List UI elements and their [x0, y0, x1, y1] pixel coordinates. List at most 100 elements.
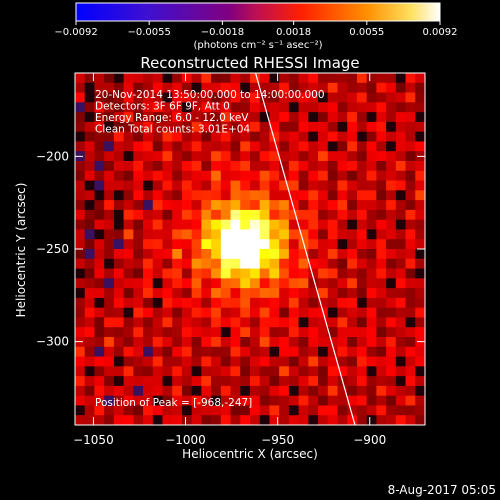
heatmap-cell [94, 239, 105, 250]
heatmap-cell [250, 249, 261, 260]
heatmap-cell [337, 170, 348, 182]
heatmap-cell [308, 92, 319, 103]
heatmap-cell [250, 385, 261, 397]
heatmap-cell [94, 151, 105, 162]
heatmap-cell [269, 219, 280, 231]
heatmap-cell [191, 385, 202, 397]
heatmap-cell [191, 219, 202, 231]
heatmap-cell [181, 102, 193, 113]
heatmap-cell [405, 337, 416, 348]
heatmap-cell [288, 356, 300, 367]
heatmap-cell [104, 151, 115, 162]
heatmap-cell [84, 161, 96, 172]
heatmap-cell [318, 112, 329, 123]
heatmap-cell [230, 278, 241, 289]
heatmap-cell [211, 219, 222, 231]
heatmap-cell [113, 317, 125, 328]
heatmap-cell [191, 249, 202, 260]
heatmap-cell [415, 307, 425, 319]
heatmap-cell [318, 209, 329, 221]
heatmap-cell [415, 131, 425, 143]
heatmap-cell [376, 170, 387, 182]
heatmap-cell [75, 366, 86, 377]
heatmap-cell [133, 337, 144, 348]
heatmap-cell [94, 190, 105, 201]
heatmap-cell [386, 297, 397, 309]
heatmap-cell [366, 180, 377, 191]
colorbar-tick-label: 0.0092 [423, 27, 458, 38]
heatmap-cell [113, 366, 125, 377]
heatmap-cell [201, 317, 212, 328]
heatmap-cell [298, 209, 309, 221]
heatmap-cell [143, 190, 154, 201]
heatmap-cell [250, 327, 261, 338]
heatmap-cell [298, 346, 309, 358]
heatmap-cell [133, 180, 144, 191]
heatmap-cell [240, 151, 251, 162]
heatmap-cell [250, 92, 261, 103]
heatmap-cell [288, 161, 300, 172]
heatmap-cell [366, 161, 377, 172]
heatmap-cell [152, 356, 164, 367]
heatmap-cell [75, 297, 86, 309]
heatmap-cell [250, 317, 261, 328]
heatmap-cell [347, 337, 358, 348]
heatmap-cell [415, 366, 425, 377]
heatmap-cell [279, 219, 290, 231]
heatmap-cell [405, 395, 416, 407]
heatmap-cell [123, 307, 134, 319]
heatmap-cell [162, 268, 173, 279]
heatmap-cell [366, 415, 377, 425]
heatmap-cell [269, 405, 280, 416]
heatmap-cell [104, 102, 115, 113]
heatmap-cell [230, 395, 241, 407]
heatmap-cell [366, 385, 377, 397]
heatmap-cell [75, 112, 86, 123]
heatmap-cell [230, 249, 241, 260]
heatmap-cell [327, 112, 339, 123]
heatmap-cell [279, 258, 290, 270]
heatmap-cell [337, 258, 348, 270]
heatmap-cell [191, 268, 202, 279]
heatmap-cell [337, 249, 348, 260]
heatmap-cell [415, 161, 425, 172]
heatmap-cell [288, 268, 300, 279]
heatmap-cell [220, 405, 232, 416]
heatmap-cell [288, 249, 300, 260]
heatmap-cell [308, 239, 319, 250]
heatmap-cell [181, 249, 193, 260]
heatmap-cell [191, 288, 202, 299]
heatmap-cell [230, 356, 241, 367]
heatmap-cell [123, 405, 134, 416]
heatmap-cell [104, 180, 115, 191]
heatmap-cell [104, 239, 115, 250]
heatmap-cell [113, 258, 125, 270]
heatmap-cell [347, 131, 358, 143]
heatmap-cell [123, 297, 134, 309]
heatmap-cell [288, 102, 300, 113]
heatmap-cell [356, 258, 368, 270]
heatmap-cell [405, 170, 416, 182]
heatmap-cell [405, 161, 416, 172]
heatmap-cell [113, 92, 125, 103]
heatmap-cell [75, 161, 86, 172]
heatmap-cell [250, 141, 261, 152]
heatmap-cell [230, 366, 241, 377]
heatmap-cell [230, 346, 241, 358]
heatmap-cell [220, 356, 232, 367]
heatmap-cell [318, 82, 329, 94]
heatmap-cell [288, 92, 300, 103]
heatmap-cell [181, 92, 193, 103]
heatmap-cell [201, 131, 212, 143]
heatmap-cell [337, 297, 348, 309]
heatmap-cell [230, 376, 241, 387]
heatmap-cell [250, 376, 261, 387]
heatmap-cell [318, 366, 329, 377]
heatmap-cell [405, 92, 416, 103]
heatmap-cell [220, 317, 232, 328]
heatmap-cell [181, 170, 193, 182]
heatmap-cell [172, 288, 183, 299]
heatmap-cell [366, 82, 377, 94]
heatmap-cell [250, 239, 261, 250]
heatmap-cell [327, 288, 339, 299]
